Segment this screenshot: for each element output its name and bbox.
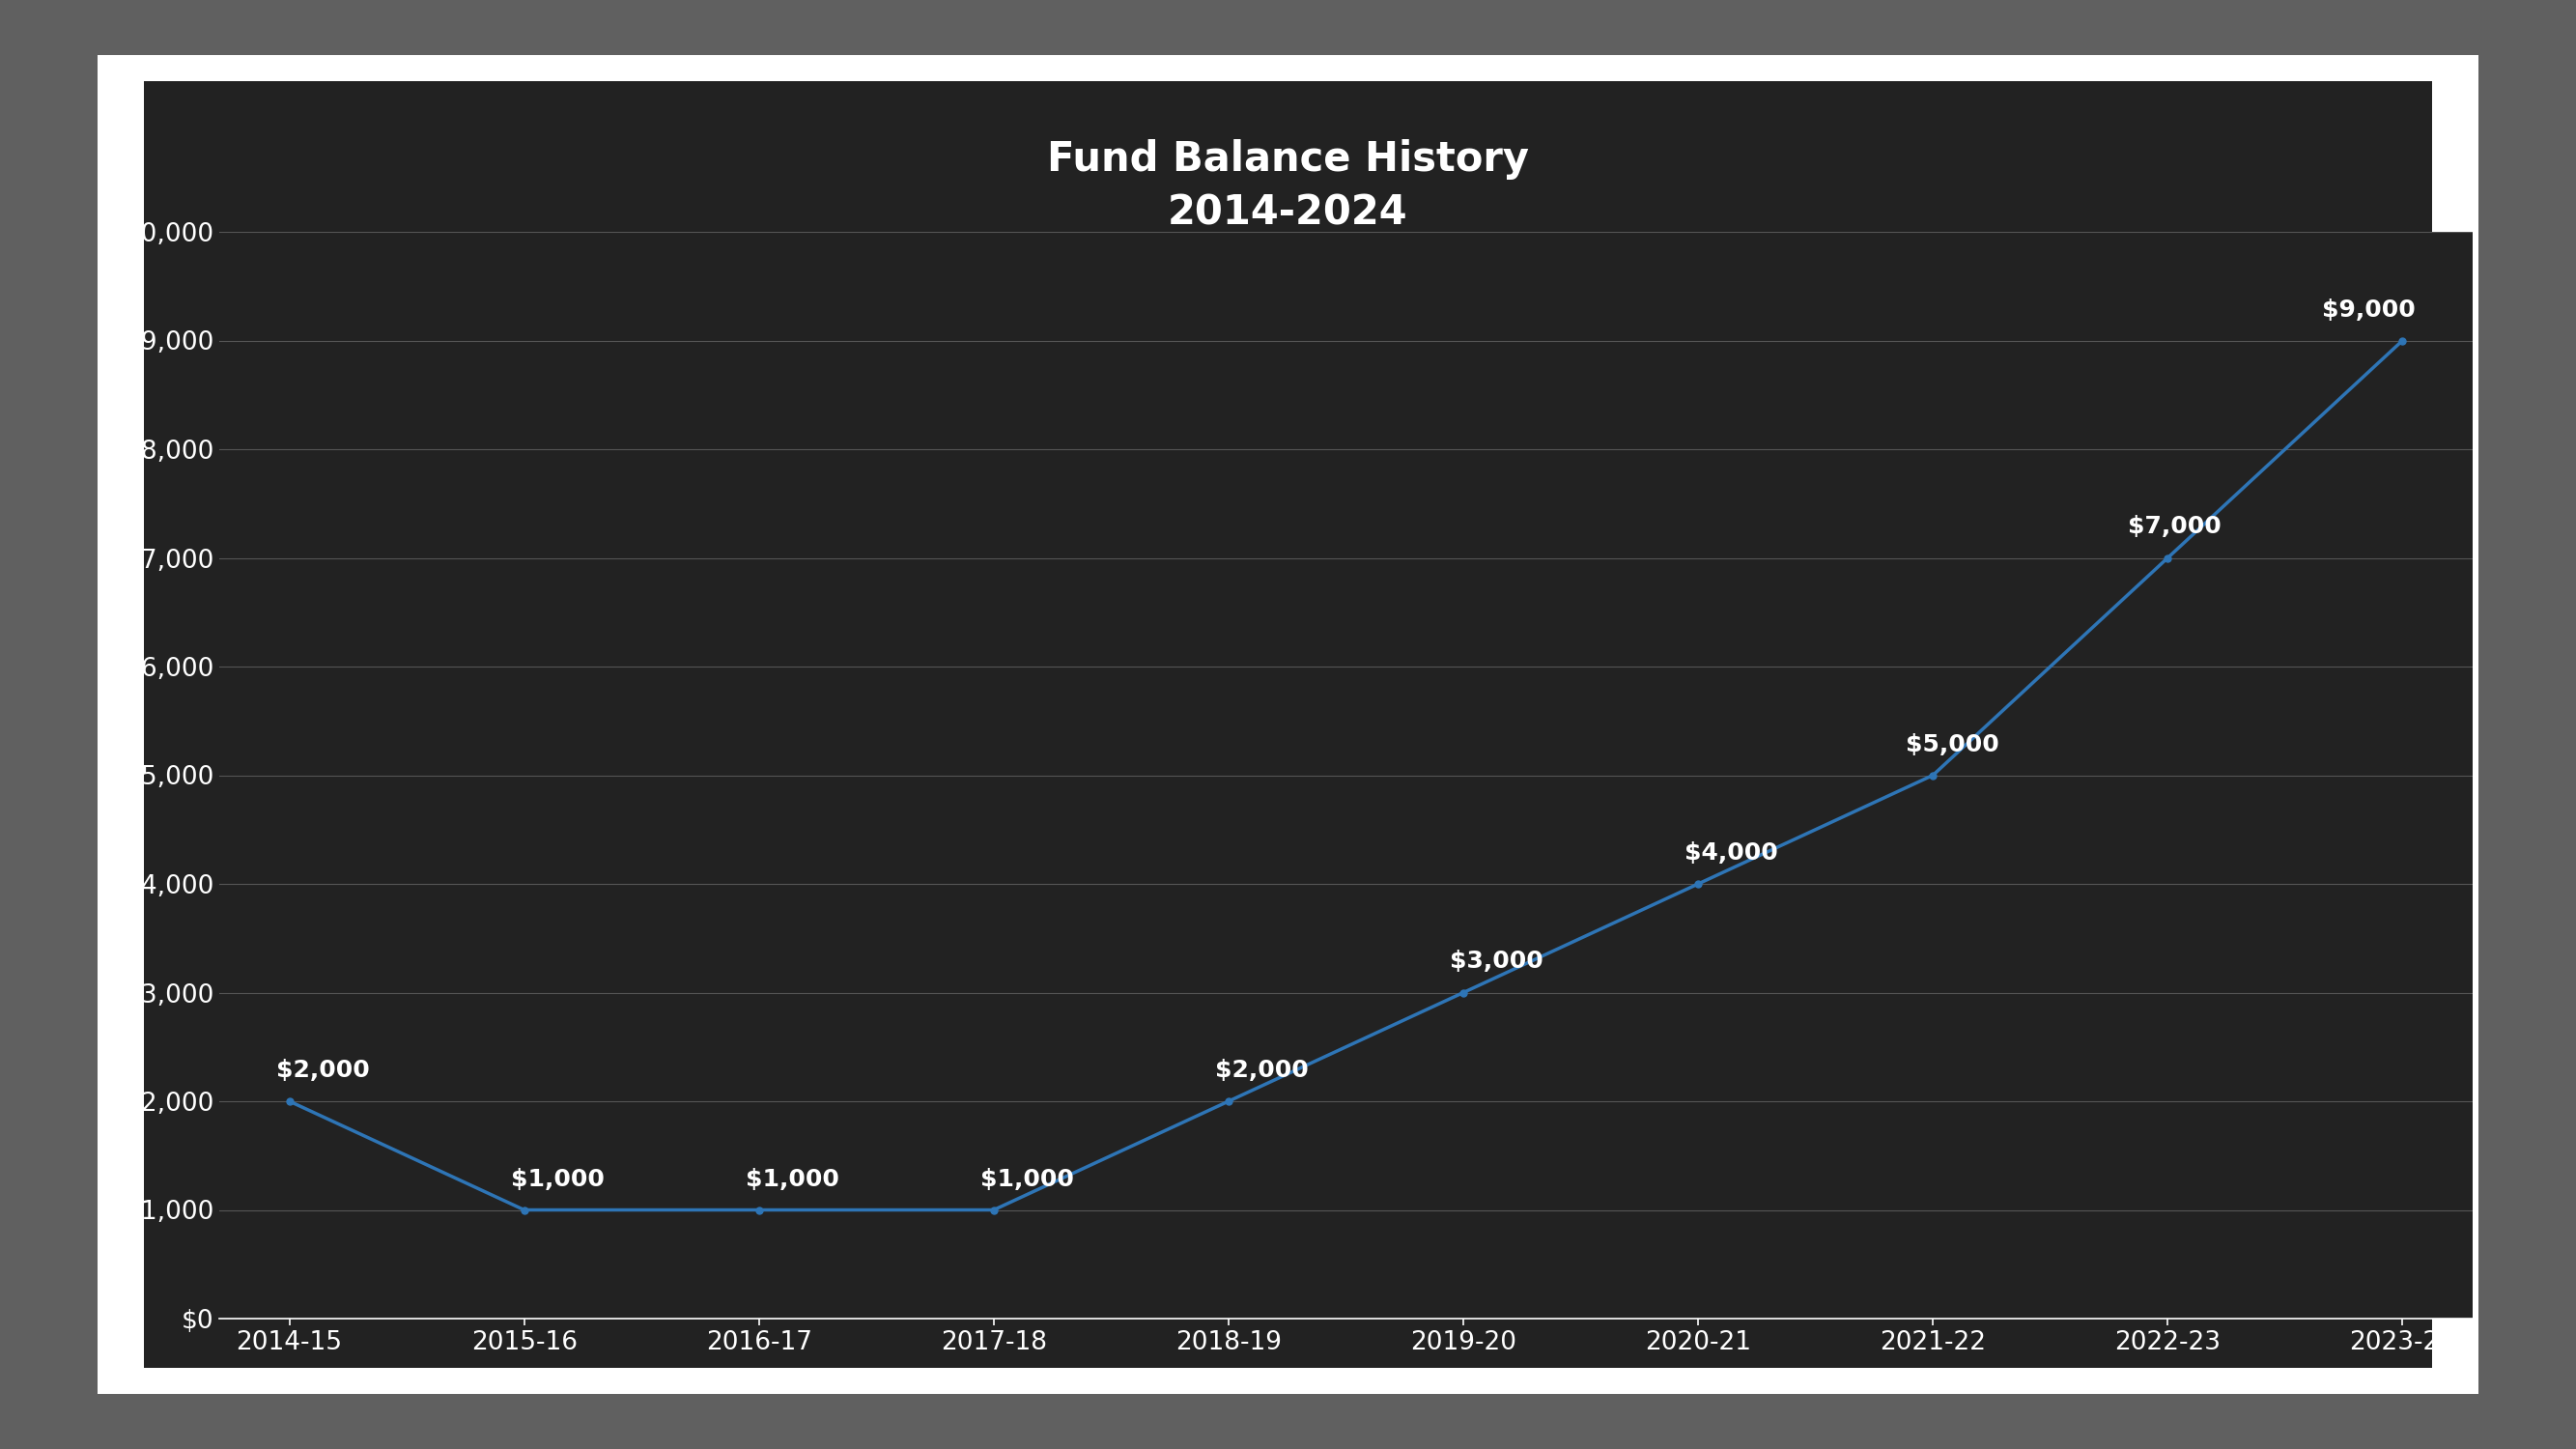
Point	[502, 1198, 544, 1222]
Text: $1,000: $1,000	[744, 1168, 840, 1191]
Point	[974, 1198, 1015, 1222]
Text: $1,000: $1,000	[510, 1168, 605, 1191]
Text: $1,000: $1,000	[981, 1168, 1074, 1191]
Point	[2148, 546, 2190, 569]
Point	[1208, 1090, 1249, 1113]
Point	[739, 1198, 781, 1222]
Text: Fund Balance History
2014-2024: Fund Balance History 2014-2024	[1046, 139, 1530, 233]
Text: $4,000: $4,000	[1685, 842, 1777, 865]
Text: $3,000: $3,000	[1450, 951, 1543, 974]
Text: $2,000: $2,000	[276, 1059, 368, 1082]
Point	[1677, 872, 1718, 895]
Point	[1443, 981, 1484, 1004]
Point	[268, 1090, 309, 1113]
Text: $5,000: $5,000	[1906, 733, 1999, 756]
Point	[2383, 329, 2424, 352]
Text: $9,000: $9,000	[2321, 298, 2416, 322]
Text: $2,000: $2,000	[1216, 1059, 1309, 1082]
Point	[1911, 764, 1953, 787]
Text: $7,000: $7,000	[2128, 516, 2221, 539]
